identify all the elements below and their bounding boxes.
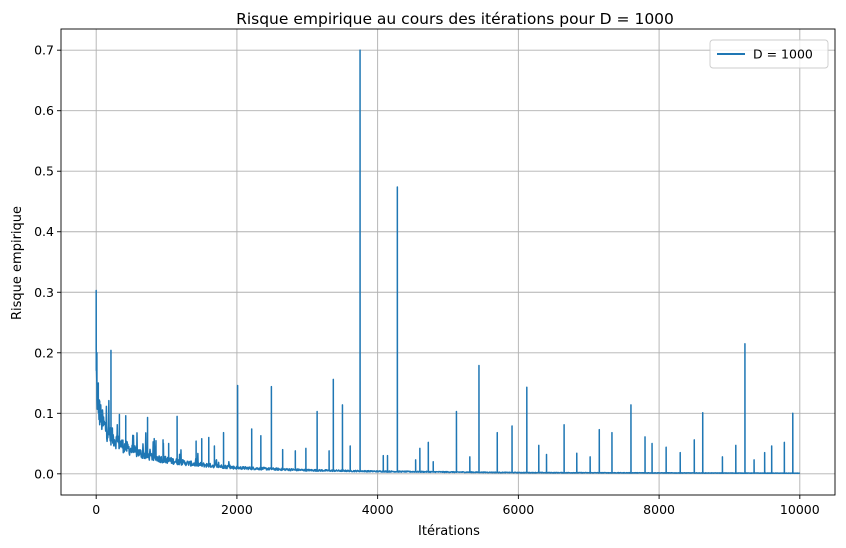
y-tick-label: 0.5 (34, 164, 54, 179)
y-tick-label: 0.0 (34, 466, 54, 481)
y-tick-label: 0.7 (34, 43, 54, 58)
y-tick-label: 0.3 (34, 285, 54, 300)
x-tick-label: 6000 (502, 502, 534, 517)
grid-lines (61, 29, 835, 495)
x-tick-label: 4000 (362, 502, 394, 517)
x-tick-label: 10000 (780, 502, 820, 517)
x-axis: 0 2000 4000 6000 8000 10000 (92, 495, 820, 517)
legend: D = 1000 (709, 39, 829, 69)
x-tick-label: 8000 (643, 502, 675, 517)
legend-label: D = 1000 (753, 47, 813, 62)
y-tick-label: 0.4 (34, 224, 54, 239)
y-tick-label: 0.6 (34, 103, 54, 118)
x-tick-label: 0 (92, 502, 100, 517)
y-axis: 0.0 0.1 0.2 0.3 0.4 0.5 0.6 0.7 (34, 43, 61, 481)
y-tick-label: 0.1 (34, 406, 54, 421)
series-line-d-1000 (95, 49, 801, 475)
chart-title: Risque empirique au cours des itérations… (236, 10, 674, 28)
legend-box (709, 39, 829, 69)
x-axis-label: Itérations (418, 524, 480, 539)
axes-frame (60, 28, 836, 496)
x-tick-label: 2000 (221, 502, 253, 517)
plot-area (95, 49, 801, 475)
y-axis-label: Risque empirique (10, 206, 25, 320)
y-tick-label: 0.2 (34, 345, 54, 360)
